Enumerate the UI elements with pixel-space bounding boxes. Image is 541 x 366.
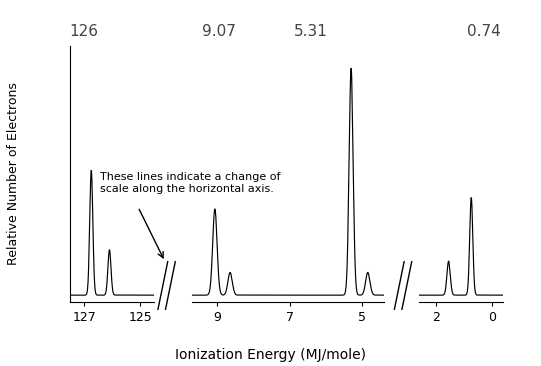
Text: 0.74: 0.74 [467, 24, 501, 39]
Text: Ionization Energy (MJ/mole): Ionization Energy (MJ/mole) [175, 348, 366, 362]
Text: 126: 126 [69, 24, 98, 39]
Text: 5.31: 5.31 [294, 24, 328, 39]
Text: 9.07: 9.07 [202, 24, 236, 39]
Text: These lines indicate a change of
scale along the horizontal axis.: These lines indicate a change of scale a… [100, 172, 281, 194]
Text: Relative Number of Electrons: Relative Number of Electrons [7, 82, 20, 265]
